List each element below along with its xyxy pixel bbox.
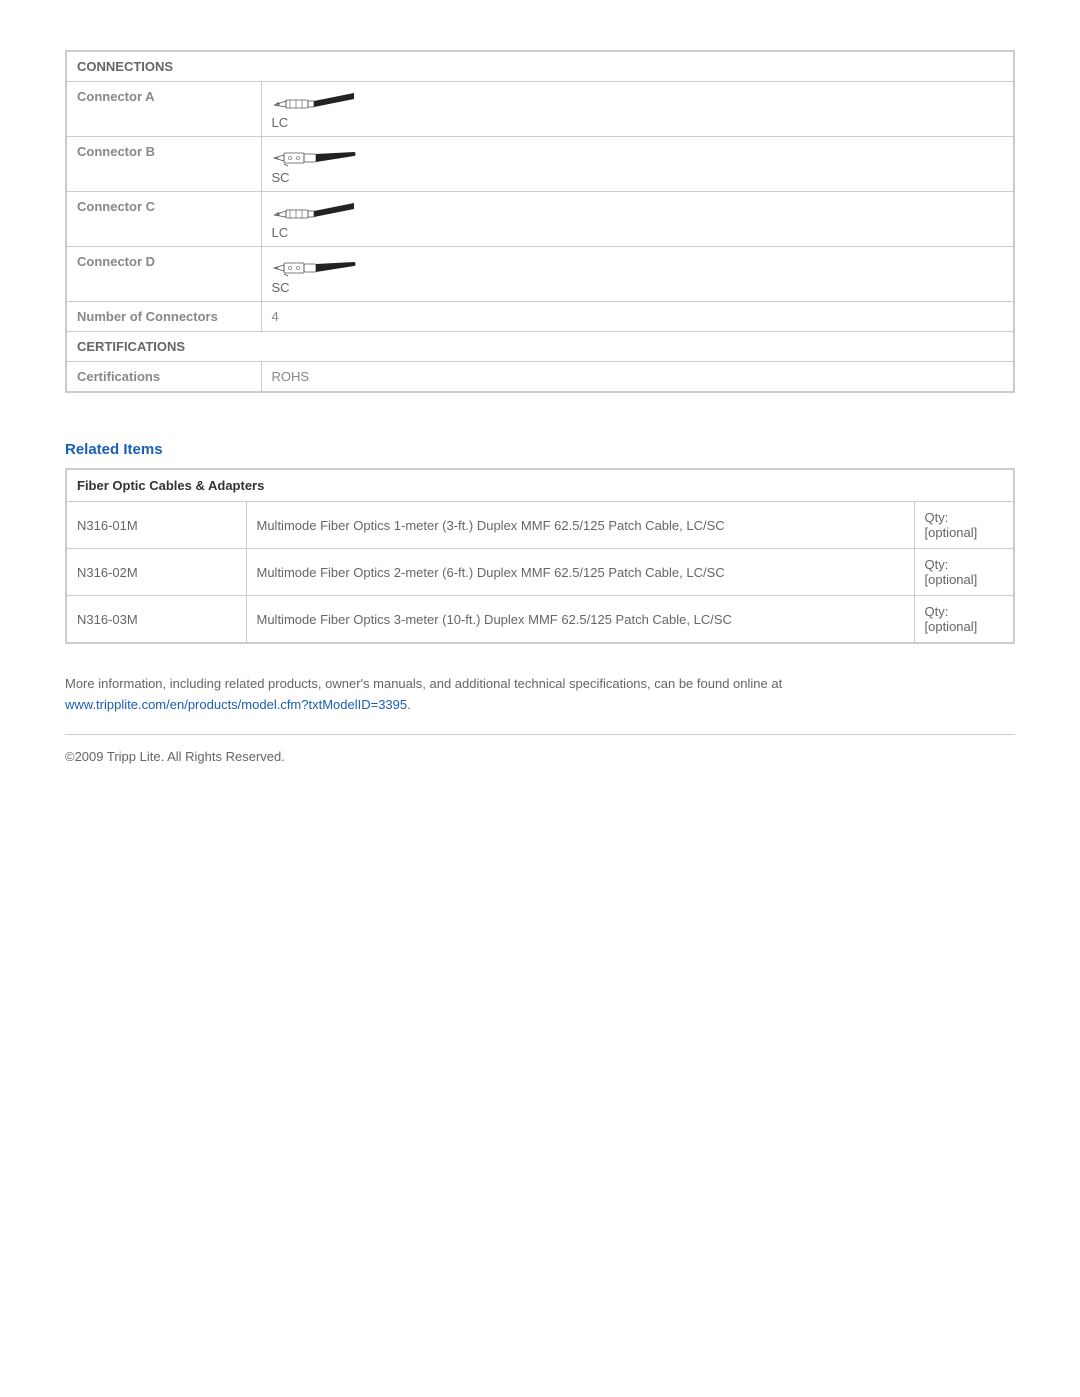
certifications-value: ROHS xyxy=(261,362,1014,393)
connector-c-type: LC xyxy=(272,225,289,240)
info-link[interactable]: www.tripplite.com/en/products/model.cfm?… xyxy=(65,697,407,712)
info-prefix: More information, including related prod… xyxy=(65,676,782,691)
sc-connector-icon xyxy=(272,252,357,278)
certifications-header: CERTIFICATIONS xyxy=(66,332,1014,362)
related-item-qty: Qty: [optional] xyxy=(914,549,1014,596)
more-info-text: More information, including related prod… xyxy=(65,674,1015,716)
certifications-row: Certifications ROHS xyxy=(66,362,1014,393)
related-items-title: Related Items xyxy=(65,441,1015,458)
related-item-row: N316-03M Multimode Fiber Optics 3-meter … xyxy=(66,596,1014,644)
connector-a-type: LC xyxy=(272,115,289,130)
related-item-sku: N316-03M xyxy=(66,596,246,644)
related-item-sku: N316-02M xyxy=(66,549,246,596)
connector-c-row: Connector C LC xyxy=(66,192,1014,247)
num-connectors-row: Number of Connectors 4 xyxy=(66,302,1014,332)
num-connectors-label: Number of Connectors xyxy=(66,302,261,332)
connector-b-value: SC xyxy=(261,137,1014,192)
copyright-text: ©2009 Tripp Lite. All Rights Reserved. xyxy=(65,749,1015,764)
related-item-row: N316-02M Multimode Fiber Optics 2-meter … xyxy=(66,549,1014,596)
connector-a-label: Connector A xyxy=(66,82,261,137)
connections-header: CONNECTIONS xyxy=(66,51,1014,82)
certifications-label: Certifications xyxy=(66,362,261,393)
related-items-header: Fiber Optic Cables & Adapters xyxy=(66,469,1014,502)
related-item-qty: Qty: [optional] xyxy=(914,502,1014,549)
related-item-row: N316-01M Multimode Fiber Optics 1-meter … xyxy=(66,502,1014,549)
connector-a-value: LC xyxy=(261,82,1014,137)
connector-c-label: Connector C xyxy=(66,192,261,247)
sc-connector-icon xyxy=(272,142,357,168)
related-item-desc: Multimode Fiber Optics 3-meter (10-ft.) … xyxy=(246,596,914,644)
connector-d-value: SC xyxy=(261,247,1014,302)
connector-b-label: Connector B xyxy=(66,137,261,192)
related-item-desc: Multimode Fiber Optics 2-meter (6-ft.) D… xyxy=(246,549,914,596)
connector-a-row: Connector A LC xyxy=(66,82,1014,137)
connector-b-row: Connector B SC xyxy=(66,137,1014,192)
related-item-desc: Multimode Fiber Optics 1-meter (3-ft.) D… xyxy=(246,502,914,549)
connector-d-type: SC xyxy=(272,280,290,295)
divider xyxy=(65,734,1015,735)
lc-connector-icon xyxy=(272,197,357,223)
connector-d-row: Connector D SC xyxy=(66,247,1014,302)
lc-connector-icon xyxy=(272,87,357,113)
specifications-table: CONNECTIONS Connector A LC Connector B S… xyxy=(65,50,1015,393)
connector-d-label: Connector D xyxy=(66,247,261,302)
related-item-qty: Qty: [optional] xyxy=(914,596,1014,644)
related-items-table: Fiber Optic Cables & Adapters N316-01M M… xyxy=(65,468,1015,644)
connector-c-value: LC xyxy=(261,192,1014,247)
num-connectors-value: 4 xyxy=(261,302,1014,332)
related-item-sku: N316-01M xyxy=(66,502,246,549)
connector-b-type: SC xyxy=(272,170,290,185)
info-period: . xyxy=(407,697,411,712)
